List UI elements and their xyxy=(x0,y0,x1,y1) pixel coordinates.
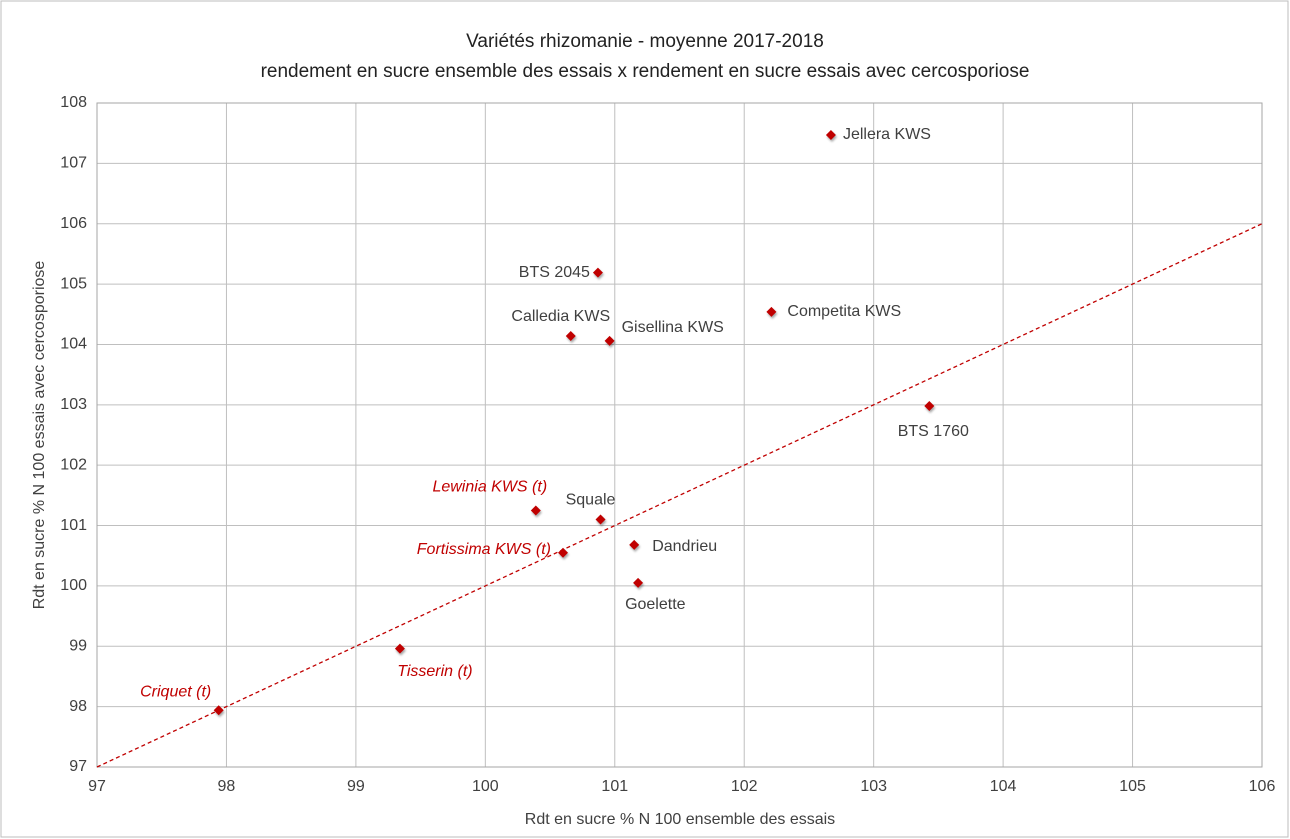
point-label: Lewinia KWS (t) xyxy=(432,479,547,496)
x-tick-label: 102 xyxy=(731,778,758,795)
x-tick-label: 105 xyxy=(1119,778,1146,795)
y-tick-label: 107 xyxy=(60,155,87,172)
y-tick-label: 97 xyxy=(69,758,87,775)
y-tick-label: 104 xyxy=(60,336,87,353)
y-tick-label: 106 xyxy=(60,215,87,232)
data-point xyxy=(595,514,606,525)
data-point xyxy=(394,643,405,654)
data-point xyxy=(924,401,935,412)
point-label: Jellera KWS xyxy=(843,126,931,143)
plot-area xyxy=(96,102,1263,768)
y-tick-label: 102 xyxy=(60,456,87,473)
x-tick-label: 101 xyxy=(601,778,628,795)
y-tick-label: 101 xyxy=(60,517,87,534)
data-point xyxy=(629,539,640,550)
x-tick-label: 97 xyxy=(88,778,106,795)
data-point xyxy=(633,577,644,588)
point-label: Competita KWS xyxy=(787,303,901,320)
data-point xyxy=(558,547,568,558)
point-label: Tisserin (t) xyxy=(397,663,472,680)
point-label: Gisellina KWS xyxy=(622,319,724,336)
y-tick-label: 98 xyxy=(69,698,87,715)
point-label: Fortissima KWS (t) xyxy=(417,541,551,558)
point-label: Criquet (t) xyxy=(140,683,211,700)
point-label: Squale xyxy=(566,492,616,509)
point-label: Dandrieu xyxy=(652,538,717,555)
y-tick-label: 105 xyxy=(60,275,87,292)
reference-line xyxy=(96,223,1263,768)
x-tick-label: 106 xyxy=(1249,778,1276,795)
point-label: Goelette xyxy=(625,596,686,613)
chart-title: Variétés rhizomanie - moyenne 2017-2018 xyxy=(466,31,824,52)
y-tick-label: 108 xyxy=(60,94,87,111)
chart-subtitle: rendement en sucre ensemble des essais x… xyxy=(261,61,1030,82)
data-point xyxy=(604,335,615,346)
data-point xyxy=(766,306,777,317)
y-axis-title: Rdt en sucre % N 100 essais avec cercosp… xyxy=(31,261,48,610)
data-point xyxy=(592,267,603,278)
point-label: BTS 2045 xyxy=(519,264,590,281)
x-tick-label: 100 xyxy=(472,778,499,795)
x-tick-label: 104 xyxy=(990,778,1017,795)
y-tick-label: 100 xyxy=(60,577,87,594)
x-tick-label: 99 xyxy=(347,778,365,795)
data-point xyxy=(565,331,576,342)
x-tick-label: 103 xyxy=(860,778,887,795)
x-axis-title: Rdt en sucre % N 100 ensemble des essais xyxy=(525,811,835,828)
point-label: Calledia KWS xyxy=(511,308,610,325)
data-point xyxy=(530,505,541,516)
y-tick-label: 103 xyxy=(60,396,87,413)
data-point xyxy=(825,129,836,140)
point-label: BTS 1760 xyxy=(898,423,969,440)
x-tick-label: 98 xyxy=(218,778,236,795)
data-point xyxy=(213,705,224,716)
y-tick-label: 99 xyxy=(69,637,87,654)
